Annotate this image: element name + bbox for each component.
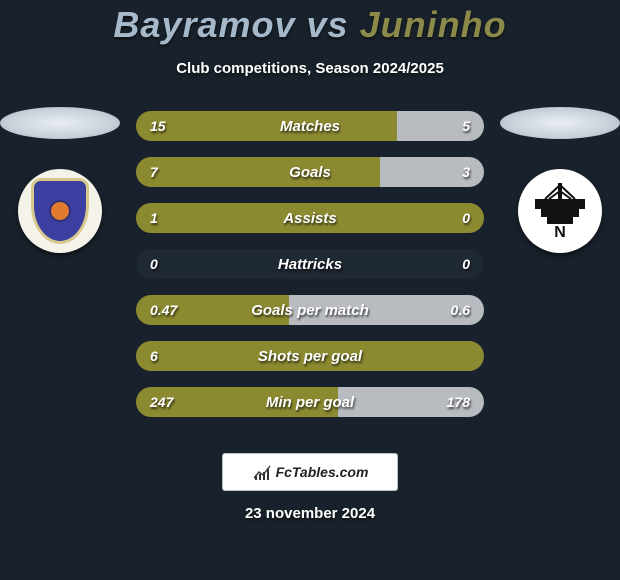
stat-value-left: 1 (136, 203, 172, 233)
stat-value-right: 0 (448, 249, 484, 279)
stat-value-left: 7 (136, 157, 172, 187)
stat-row: 73Goals (136, 157, 484, 187)
left-club-column (0, 99, 120, 253)
spotlight-ellipse-left (0, 107, 120, 139)
stat-row: 155Matches (136, 111, 484, 141)
right-club-badge: N (518, 169, 602, 253)
player2-name: Juninho (360, 4, 507, 45)
stat-row: 0 0Hattricks (136, 249, 484, 279)
stat-fill-left (136, 203, 484, 233)
stat-value-right: 5 (448, 111, 484, 141)
stat-row: 10Assists (136, 203, 484, 233)
player1-name: Bayramov (113, 4, 295, 45)
stat-bars-container: 155Matches73Goals10Assists00Hattricks0.4… (136, 111, 484, 417)
spotlight-ellipse-right (500, 107, 620, 139)
right-club-column: N (500, 99, 620, 253)
stat-fill-left (136, 157, 380, 187)
source-text: FcTables.com (276, 464, 369, 480)
stat-value-left: 247 (136, 387, 187, 417)
stat-value-right: 178 (433, 387, 484, 417)
stat-value-right: 0 (448, 203, 484, 233)
stat-value-left: 0.47 (136, 295, 191, 325)
vs-label: vs (307, 4, 349, 45)
stat-value-left: 15 (136, 111, 180, 141)
stat-value-right: 0.6 (437, 295, 484, 325)
source-box: FcTables.com (222, 453, 398, 491)
stat-value-right (456, 341, 484, 371)
stat-value-right: 3 (448, 157, 484, 187)
stat-value-left: 0 (136, 249, 172, 279)
comparison-title: Bayramov vs Juninho (0, 0, 620, 46)
stat-fill-left (136, 341, 484, 371)
stat-row: 0.470.6Goals per match (136, 295, 484, 325)
comparison-date: 23 november 2024 (0, 505, 620, 522)
svg-text:N: N (554, 224, 566, 241)
subtitle: Club competitions, Season 2024/2025 (0, 60, 620, 77)
right-club-crest-icon: N (531, 179, 589, 243)
stat-value-left: 6 (136, 341, 172, 371)
left-club-badge (18, 169, 102, 253)
stat-row: 247178Min per goal (136, 387, 484, 417)
comparison-stage: N 155Matches73Goals10Assists00Hattricks0… (0, 99, 620, 439)
stat-label: Hattricks (136, 249, 484, 279)
source-logo-icon (252, 462, 272, 482)
left-club-crest-icon (31, 178, 89, 244)
stat-row: 6Shots per goal (136, 341, 484, 371)
